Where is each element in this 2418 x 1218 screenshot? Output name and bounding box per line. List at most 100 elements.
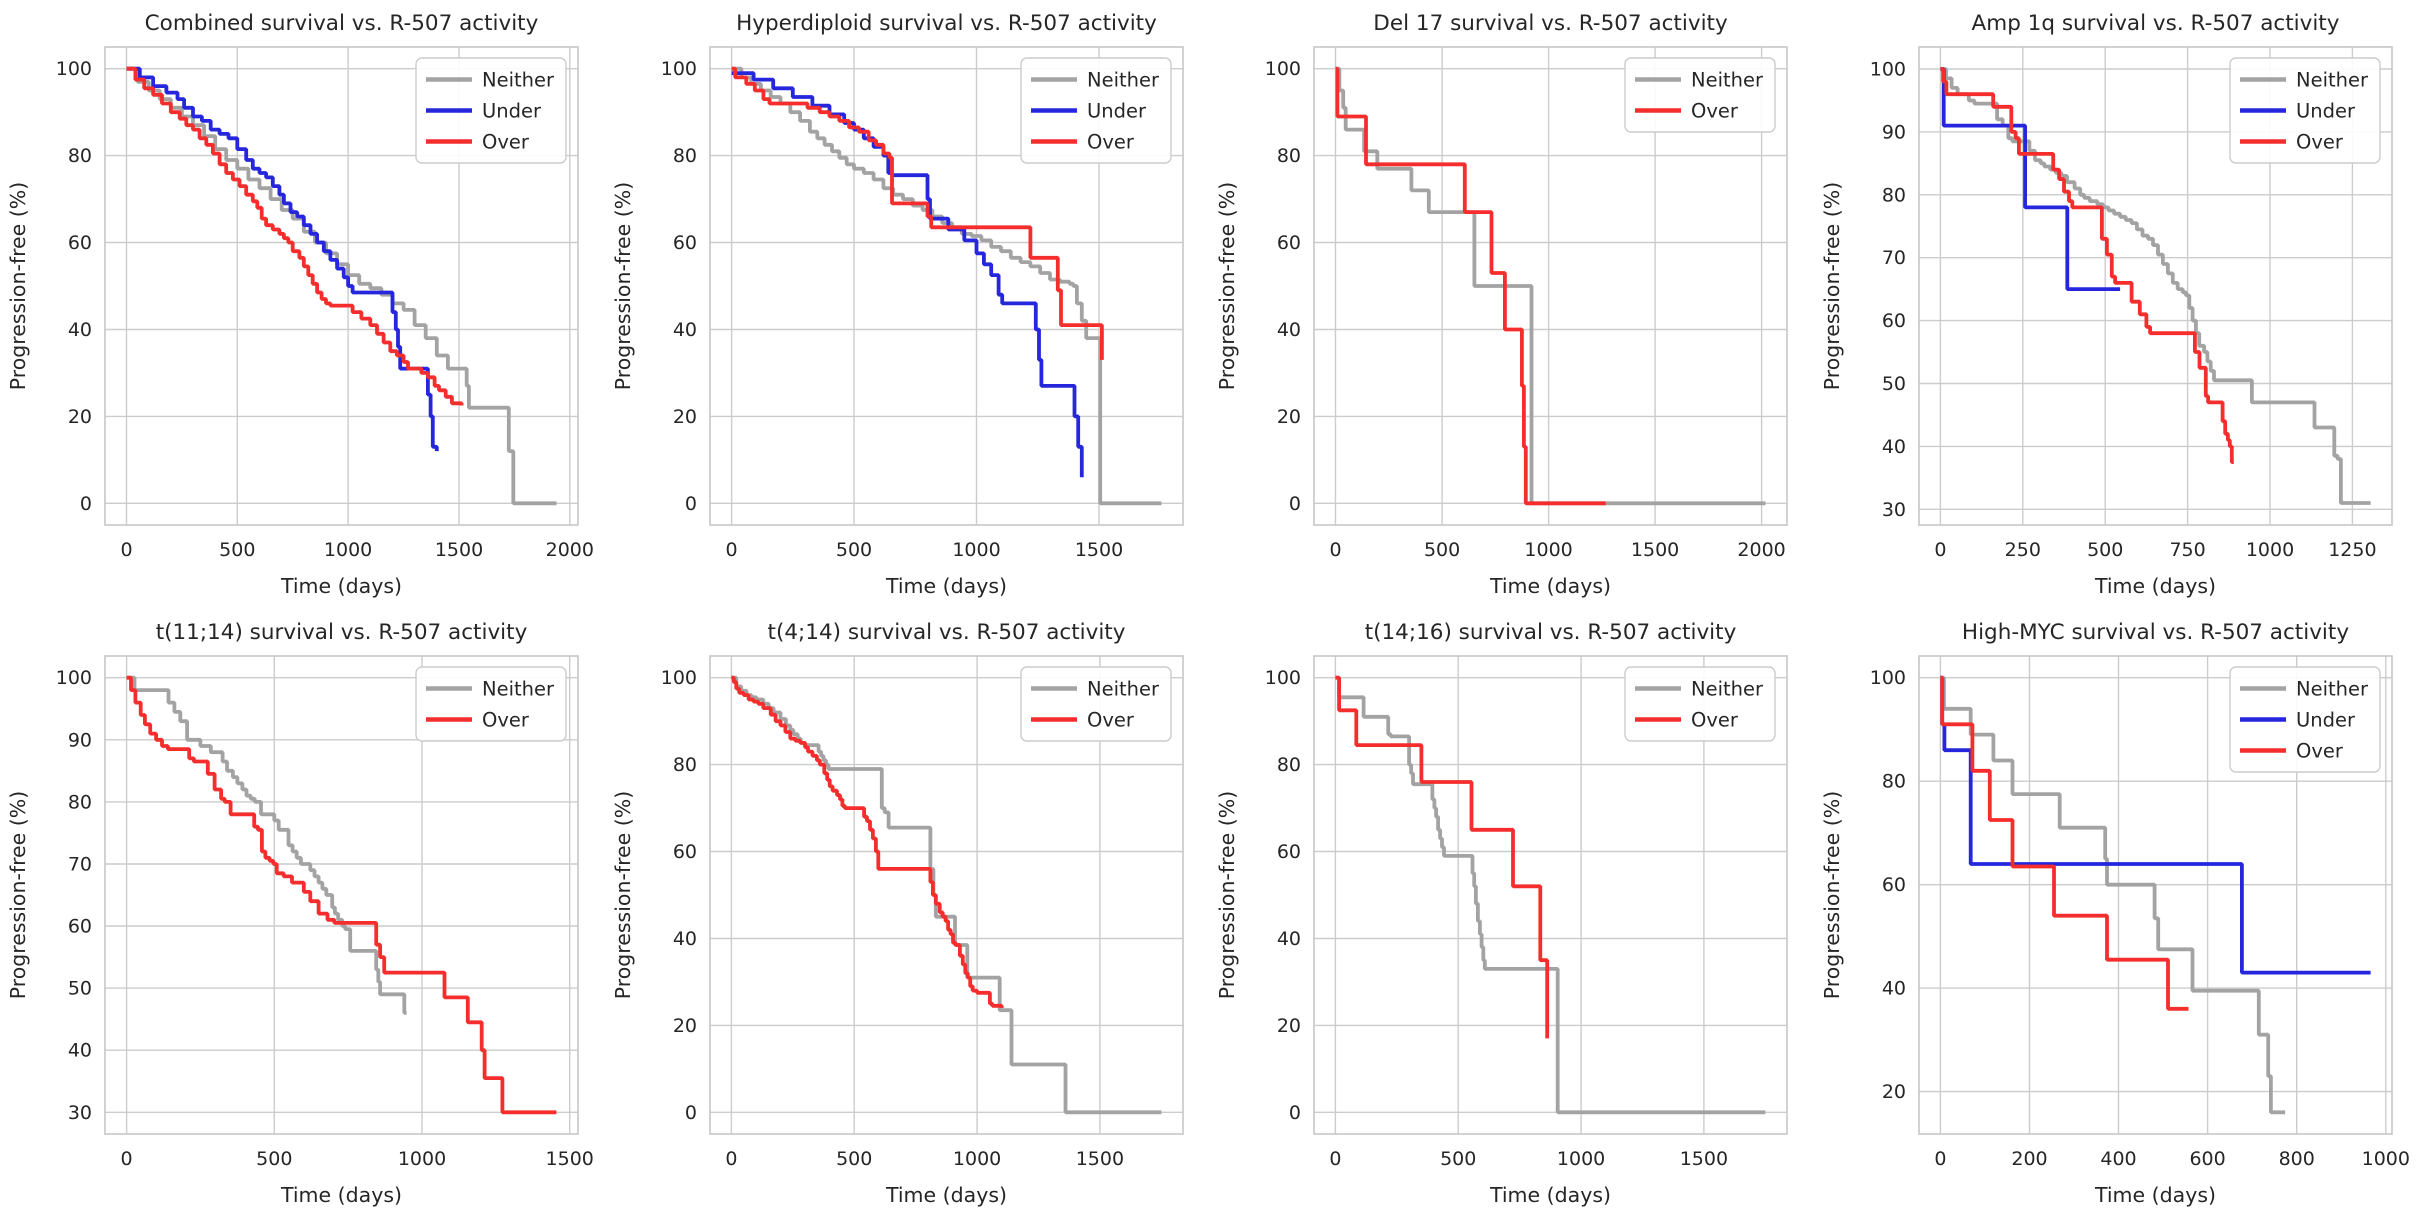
km-curve-neither — [1939, 675, 2285, 1115]
km-chart: 0 500 1000 1500 2000 0 20 40 60 80 100 Del 17 survi… — [1215, 11, 1788, 598]
y-axis-label: Progression-free (%) — [1820, 791, 1844, 1000]
legend-box — [1624, 666, 1776, 742]
x-tick-label: 2000 — [1737, 539, 1785, 561]
chart-title: Del 17 survival vs. R-507 activity — [1373, 11, 1728, 36]
y-tick-label: 80 — [68, 145, 92, 167]
x-tick-label: 1000 — [2361, 1148, 2409, 1170]
x-tick-label: 0 — [725, 539, 737, 561]
legend-label-over: Over — [2296, 131, 2344, 154]
subplot-t-14-16: 0 500 1000 1500 0 20 40 60 80 100 t(14;16) surviva… — [1209, 609, 1814, 1218]
x-axis-label: Time (days) — [280, 574, 402, 598]
km-chart: 0 500 1000 1500 0 20 40 60 80 100 t(14;16) surviva… — [1215, 620, 1788, 1207]
x-tick-label: 1500 — [546, 1148, 594, 1170]
km-curve-over — [1335, 66, 1606, 506]
km-curve-neither — [731, 66, 1161, 506]
plot-border — [708, 655, 1184, 1135]
km-curve-over — [730, 675, 1004, 1008]
plot-border — [104, 46, 579, 526]
legend-box — [2228, 666, 2381, 773]
x-tick-label: 200 — [2011, 1148, 2047, 1170]
plot-border — [1313, 46, 1788, 526]
x-tick-label: 2000 — [546, 539, 594, 561]
legend-label-neither: Neither — [482, 69, 555, 92]
y-tick-label: 50 — [68, 978, 92, 1000]
subplot-del-17: 0 500 1000 1500 2000 0 20 40 60 80 100 Del 17 survi… — [1209, 0, 1814, 609]
plot-border — [1917, 46, 2393, 526]
legend-label-neither: Neither — [2296, 678, 2369, 701]
subplot-amp-1q: 0 250 500 750 1000 1250 30 40 50 60 70 80 90 100 Amp 1… — [1814, 0, 2418, 609]
x-tick-label: 500 — [1424, 539, 1460, 561]
plot-border — [708, 46, 1184, 526]
y-tick-label: 100 — [1869, 59, 1905, 81]
subplot-combined: 0 500 1000 1500 2000 0 20 40 60 80 100 Combined sur… — [0, 0, 605, 609]
y-tick-label: 40 — [1881, 978, 1905, 1000]
x-tick-label: 250 — [2004, 539, 2040, 561]
y-tick-label: 90 — [68, 729, 92, 751]
y-tick-label: 0 — [684, 493, 696, 515]
km-curve-over — [1939, 675, 2188, 1011]
y-tick-label: 20 — [1881, 1081, 1905, 1103]
legend-box — [1624, 57, 1776, 133]
km-curve-neither — [126, 675, 407, 1015]
plot-border — [1313, 655, 1788, 1135]
km-chart: 0 500 1000 1500 0 20 40 60 80 100 t(4;14) survival… — [611, 620, 1184, 1207]
y-tick-label: 40 — [1277, 319, 1301, 341]
y-tick-label: 60 — [68, 916, 92, 938]
y-tick-label: 80 — [1881, 771, 1905, 793]
chart-title: Amp 1q survival vs. R-507 activity — [1971, 11, 2339, 36]
y-axis-label: Progression-free (%) — [611, 182, 635, 391]
x-axis-label: Time (days) — [2093, 1183, 2215, 1207]
y-tick-label: 100 — [1869, 667, 1905, 689]
legend-box — [2228, 57, 2381, 164]
km-curve-neither — [1939, 67, 2371, 505]
x-tick-label: 0 — [725, 1148, 737, 1170]
x-tick-label: 800 — [2278, 1148, 2314, 1170]
legend-label-under: Under — [1087, 100, 1147, 123]
subplot-hyperdiploid: 0 500 1000 1500 0 20 40 60 80 100 Hyperdiploid sur… — [605, 0, 1210, 609]
x-tick-label: 500 — [219, 539, 255, 561]
y-tick-label: 20 — [672, 1015, 696, 1037]
legend-label-over: Over — [482, 131, 530, 154]
y-tick-label: 40 — [672, 319, 696, 341]
y-tick-label: 100 — [1265, 58, 1301, 80]
legend-label-over: Over — [1087, 131, 1135, 154]
legend-label-over: Over — [482, 709, 530, 732]
km-curve-under — [1939, 67, 2120, 291]
x-tick-label: 500 — [836, 1148, 872, 1170]
chart-title: Hyperdiploid survival vs. R-507 activity — [736, 11, 1157, 36]
y-tick-label: 20 — [1277, 1015, 1301, 1037]
legend-label-under: Under — [2296, 100, 2356, 123]
km-chart: 0 500 1000 1500 0 20 40 60 80 100 Hyperdiploid sur… — [611, 11, 1184, 598]
y-tick-label: 100 — [660, 58, 696, 80]
km-chart: 0 500 1000 1500 2000 0 20 40 60 80 100 Combined sur… — [6, 11, 594, 598]
x-tick-label: 1000 — [952, 539, 1000, 561]
y-tick-label: 80 — [1277, 145, 1301, 167]
y-tick-label: 80 — [672, 145, 696, 167]
y-tick-label: 70 — [68, 854, 92, 876]
legend-label-neither: Neither — [2296, 69, 2369, 92]
chart-title: High-MYC survival vs. R-507 activity — [1961, 620, 2348, 645]
x-tick-label: 500 — [2087, 539, 2123, 561]
km-curve-neither — [730, 675, 1161, 1115]
legend-box — [1019, 666, 1172, 742]
km-curve-over — [126, 675, 557, 1115]
y-tick-label: 30 — [1881, 499, 1905, 521]
legend-label-neither: Neither — [482, 678, 555, 701]
legend-label-over: Over — [1691, 100, 1739, 123]
y-tick-label: 0 — [684, 1102, 696, 1124]
x-tick-label: 1000 — [324, 539, 372, 561]
y-axis-label: Progression-free (%) — [6, 791, 30, 1000]
legend-label-over: Over — [1087, 709, 1135, 732]
subplot-t-4-14: 0 500 1000 1500 0 20 40 60 80 100 t(4;14) survival… — [605, 609, 1210, 1218]
y-tick-label: 40 — [68, 319, 92, 341]
legend-label-neither: Neither — [1691, 69, 1764, 92]
x-tick-label: 1500 — [1074, 539, 1122, 561]
chart-title: t(4;14) survival vs. R-507 activity — [767, 620, 1125, 645]
legend-box — [1019, 57, 1172, 164]
x-tick-label: 1000 — [1524, 539, 1572, 561]
y-axis-label: Progression-free (%) — [6, 182, 30, 391]
y-axis-label: Progression-free (%) — [611, 791, 635, 1000]
x-tick-label: 1250 — [2328, 539, 2376, 561]
y-tick-label: 90 — [1881, 121, 1905, 143]
km-curve-over — [1939, 67, 2234, 464]
